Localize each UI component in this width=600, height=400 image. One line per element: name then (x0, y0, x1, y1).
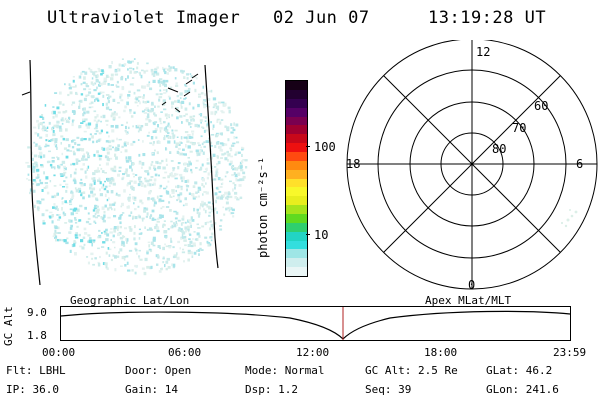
polar-diagonal-2 (383, 75, 561, 253)
filter-info: Flt: LBHL (6, 364, 66, 377)
colorbar-segment (286, 267, 307, 276)
colorbar-segment (286, 231, 307, 241)
time-label: 13:19:28 UT (428, 8, 547, 28)
emission-speckle (25, 58, 248, 276)
mode-info: Mode: Normal (245, 364, 325, 377)
mlt-label-12: 12 (476, 45, 490, 59)
door-info: Door: Open (125, 364, 192, 377)
altitude-curve (60, 310, 571, 340)
time-tick-2: 12:00 (296, 346, 330, 359)
gain-info: Gain: 14 (125, 383, 178, 396)
ip-info: IP: 36.0 (6, 383, 59, 396)
colorbar-segment (286, 89, 307, 99)
lat-label-70: 70 (512, 121, 526, 135)
colorbar-unit-label: photon cm⁻²s⁻¹ (256, 156, 270, 258)
glat-info: GLat: 46.2 (486, 364, 553, 377)
colorbar-segment (286, 258, 307, 268)
date-label: 02 Jun 07 (273, 8, 370, 28)
colorbar-segment (286, 125, 307, 135)
dsp-info: Dsp: 1.2 (245, 383, 298, 396)
time-tick-1: 06:00 (168, 346, 202, 359)
lat-label-60: 60 (534, 99, 548, 113)
time-tick-4: 23:59 (553, 346, 587, 359)
altitude-y-tick-top: 9.0 (27, 306, 47, 319)
instrument-title: Ultraviolet Imager (47, 8, 241, 28)
altitude-left-title: Geographic Lat/Lon (70, 294, 190, 307)
time-tick-0: 00:00 (42, 346, 76, 359)
glon-info: GLon: 241.6 (486, 383, 559, 396)
polar-mlt-plot: 12 18 6 0 60 70 80 (346, 40, 598, 290)
altitude-y-tick-bottom: 1.8 (27, 329, 47, 342)
gc-alt-info: GC Alt: 2.5 Re (365, 364, 458, 377)
colorbar-segment (286, 222, 307, 232)
colorbar-tick-100: 100 (314, 140, 336, 154)
mlt-label-6: 6 (576, 157, 583, 171)
mlt-label-18: 18 (346, 157, 360, 171)
colorbar-segment (286, 196, 307, 206)
colorbar-segment (286, 160, 307, 170)
colorbar-segment (286, 134, 307, 144)
colorbar-segment (286, 178, 307, 188)
colorbar-segment (286, 143, 307, 152)
geographic-image (21, 58, 248, 286)
altitude-plot-frame (60, 306, 571, 341)
colorbar-segment (286, 240, 307, 250)
coastline-line-left (29, 59, 41, 286)
coastline-line-right (204, 64, 219, 269)
colorbar-segment (286, 81, 307, 90)
colorbar-segment (286, 107, 307, 117)
lat-label-80: 80 (492, 142, 506, 156)
colorbar-segment (286, 213, 307, 223)
mlt-label-0: 0 (468, 278, 475, 290)
time-tick-3: 18:00 (424, 346, 458, 359)
colorbar-segment (286, 116, 307, 126)
colorbar-segment (286, 98, 307, 108)
altitude-plot (60, 306, 571, 341)
altitude-y-label: GC Alt (2, 306, 15, 346)
colorbar-tick-10: 10 (314, 228, 329, 242)
altitude-right-title: Apex MLat/MLT (425, 294, 512, 307)
colorbar-segment (286, 205, 307, 214)
colorbar-segment (286, 151, 307, 161)
colorbar-segment (286, 187, 307, 197)
colorbar-segment (286, 169, 307, 179)
colorbar-segment (286, 249, 307, 259)
coastline-fragments (161, 73, 199, 113)
colorbar (285, 80, 308, 277)
seq-info: Seq: 39 (365, 383, 412, 396)
